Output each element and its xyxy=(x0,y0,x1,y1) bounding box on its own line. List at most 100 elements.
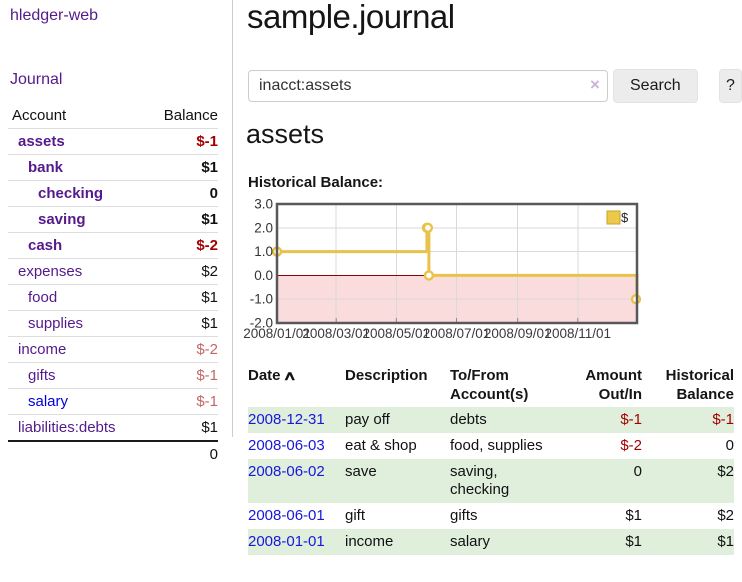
account-row: checking 0 xyxy=(8,180,218,207)
transaction-description: eat & shop xyxy=(345,437,417,454)
register-header-tofrom: To/From Account(s) xyxy=(450,367,529,403)
transaction-description: pay off xyxy=(345,411,390,428)
transaction-row: 2008-06-02 save saving, checking 0 $2 xyxy=(248,459,734,503)
clear-search-icon[interactable]: × xyxy=(590,75,600,94)
page-title: sample.journal xyxy=(247,0,455,35)
accounts-total-value: 0 xyxy=(143,440,218,467)
account-balance: $1 xyxy=(143,310,218,337)
account-balance: $2 xyxy=(143,258,218,285)
account-heading: assets xyxy=(246,119,325,149)
chart-title: Historical Balance: xyxy=(248,174,384,191)
account-row: expenses $2 xyxy=(8,258,218,285)
register-header-amount: Amount Out/In xyxy=(585,367,642,403)
account-link[interactable]: assets xyxy=(18,133,65,150)
transaction-description: income xyxy=(345,533,394,550)
account-link[interactable]: saving xyxy=(38,211,86,228)
svg-text:1.0: 1.0 xyxy=(254,244,273,259)
transaction-accounts: food, supplies xyxy=(450,437,543,454)
account-link[interactable]: food xyxy=(28,289,58,306)
svg-text:-2.0: -2.0 xyxy=(250,316,273,331)
plot-frame xyxy=(275,202,639,325)
sidebar-divider xyxy=(232,0,233,437)
transaction-date-link[interactable]: 2008-06-03 xyxy=(248,437,325,454)
account-row: income $-2 xyxy=(8,336,218,363)
transaction-date-link[interactable]: 2008-06-01 xyxy=(248,507,325,524)
account-row: bank $1 xyxy=(8,154,218,181)
account-balance: $1 xyxy=(143,284,218,311)
svg-text:-1.0: -1.0 xyxy=(250,292,273,307)
register-header-date[interactable]: Date ∧ xyxy=(248,367,297,384)
account-balance: $-2 xyxy=(143,336,218,363)
register-header-description: Description xyxy=(345,367,428,384)
account-balance: $1 xyxy=(143,154,218,181)
account-row: saving $1 xyxy=(8,206,218,233)
account-balance: $1 xyxy=(143,414,218,441)
sidebar-item-journal[interactable]: Journal xyxy=(10,71,63,88)
account-row: liabilities:debts $1 xyxy=(8,414,218,441)
transaction-amount: $1 xyxy=(625,533,642,550)
account-link[interactable]: salary xyxy=(28,393,69,410)
transaction-accounts: salary xyxy=(450,533,491,550)
transaction-row: 2008-01-01 income salary $1 $1 xyxy=(248,529,734,555)
transaction-date-link[interactable]: 2008-01-01 xyxy=(248,533,325,550)
account-link[interactable]: expenses xyxy=(18,263,83,280)
account-link[interactable]: cash xyxy=(28,237,63,254)
svg-text:2008/03/01: 2008/03/01 xyxy=(302,326,370,341)
transaction-balance: $2 xyxy=(717,463,734,480)
transaction-description: save xyxy=(345,463,377,480)
svg-text:2008/09/01: 2008/09/01 xyxy=(484,326,552,341)
account-link[interactable]: gifts xyxy=(28,367,56,384)
account-balance: $-2 xyxy=(143,232,218,259)
transaction-amount: $-2 xyxy=(620,437,642,454)
transaction-accounts: gifts xyxy=(450,507,478,524)
svg-text:2008/05/01: 2008/05/01 xyxy=(363,326,431,341)
legend-label: $ xyxy=(621,210,629,225)
account-row: assets $-1 xyxy=(8,128,218,155)
transaction-balance: $1 xyxy=(717,533,734,550)
register-header-balance: Historical Balance xyxy=(665,367,734,403)
transaction-description: gift xyxy=(345,507,366,524)
svg-text:2.0: 2.0 xyxy=(254,220,273,235)
register-section: Date ∧ Description To/From Account(s) Am… xyxy=(248,358,734,555)
account-row: gifts $-1 xyxy=(8,362,218,389)
app-title-link[interactable]: hledger-web xyxy=(10,7,99,24)
accounts-header-balance: Balance xyxy=(163,107,218,124)
account-row: cash $-2 xyxy=(8,232,218,259)
account-row: salary $-1 xyxy=(8,388,218,415)
transaction-date-link[interactable]: 2008-06-02 xyxy=(248,463,325,480)
data-point-marker xyxy=(422,222,434,233)
search-button[interactable]: Search xyxy=(613,69,698,103)
transaction-accounts: debts xyxy=(450,411,487,428)
svg-text:3.0: 3.0 xyxy=(254,197,273,212)
account-link[interactable]: income xyxy=(18,341,67,358)
register-table: Date ∧ Description To/From Account(s) Am… xyxy=(248,358,734,555)
account-link[interactable]: supplies xyxy=(28,315,84,332)
svg-text:2008/01/01: 2008/01/01 xyxy=(243,326,311,341)
transaction-date-link[interactable]: 2008-12-31 xyxy=(248,411,325,428)
accounts-header-account: Account xyxy=(12,107,67,124)
accounts-table: Account Balance assets $-1 bank $1 checking 0… xyxy=(8,102,218,467)
transaction-amount: $1 xyxy=(625,507,642,524)
account-link[interactable]: bank xyxy=(28,159,64,176)
account-balance: $-1 xyxy=(143,128,218,155)
data-point-marker xyxy=(423,270,435,281)
transaction-balance: $2 xyxy=(717,507,734,524)
svg-text:2008/11/01: 2008/11/01 xyxy=(545,326,612,341)
legend-swatch xyxy=(606,210,621,225)
transaction-balance: 0 xyxy=(725,437,734,454)
help-button[interactable]: ? xyxy=(719,69,742,103)
svg-text:2008/07/01: 2008/07/01 xyxy=(423,326,491,341)
transaction-accounts: saving, checking xyxy=(450,463,510,498)
account-balance: 0 xyxy=(143,180,218,207)
transaction-balance: $-1 xyxy=(712,411,734,428)
accounts-sidebar: Account Balance assets $-1 bank $1 checking 0… xyxy=(8,102,218,467)
search-input[interactable] xyxy=(248,70,608,102)
accounts-total-row: 0 xyxy=(8,440,218,467)
account-row: supplies $1 xyxy=(8,310,218,337)
account-row: food $1 xyxy=(8,284,218,311)
transaction-row: 2008-06-03 eat & shop food, supplies $-2 0 xyxy=(248,433,734,459)
account-link[interactable]: checking xyxy=(38,185,104,202)
account-balance: $1 xyxy=(143,206,218,233)
historical-balance-chart: 3.0 2.0 1.0 0.0 -1.0 -2.0 2008/01/01 2008/03/01… xyxy=(240,196,742,348)
account-link[interactable]: liabilities:debts xyxy=(18,419,116,436)
